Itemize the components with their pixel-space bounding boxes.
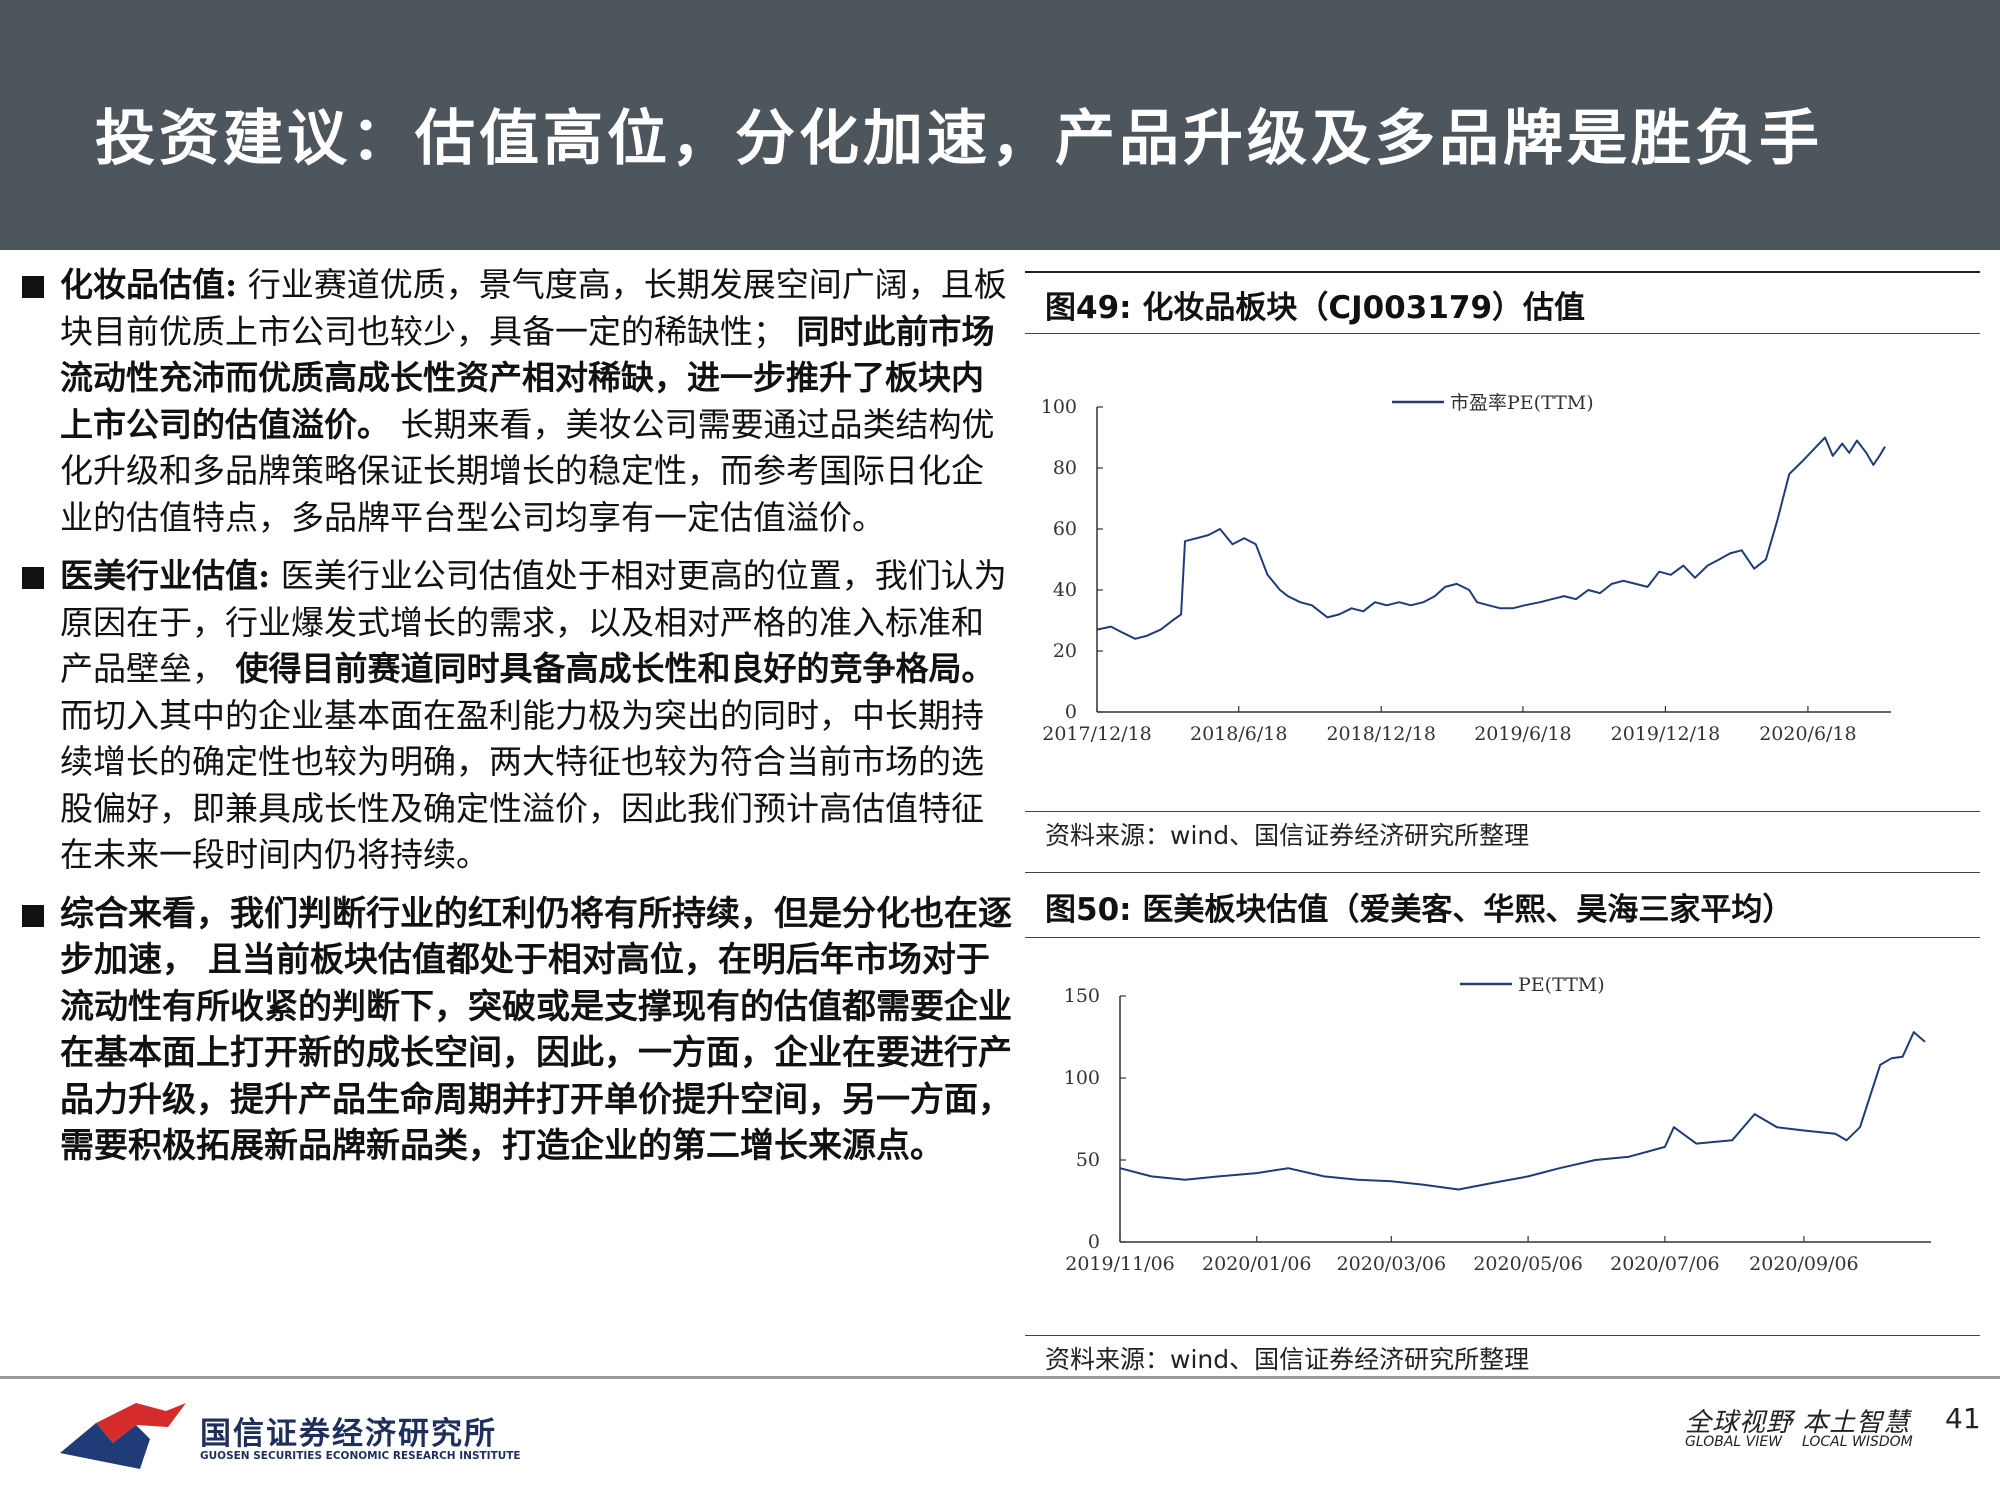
y-tick-label: 0 [1065, 701, 1077, 723]
y-tick-label: 80 [1053, 457, 1077, 479]
divider [1025, 937, 1980, 938]
x-tick-label: 2020/05/06 [1473, 1253, 1583, 1275]
x-tick-label: 2020/07/06 [1610, 1253, 1720, 1275]
bullet-square [22, 567, 44, 589]
legend-label: 市盈率PE(TTM) [1450, 392, 1594, 414]
logo-name-cn: 国信证券经济研究所 [200, 1416, 497, 1452]
footer-divider [0, 1376, 2000, 1379]
text-column: 化妆品估值: 行业赛道优质，景气度高，长期发展空间广阔，且板块目前优质上市公司也… [22, 262, 1012, 1182]
para-text: 长期来看，美妆公司需要通过品类结构优化升级和多品牌策略保证长期增长的稳定性，而参… [60, 404, 995, 537]
paragraph-medical-aesthetics: 医美行业估值: 医美行业公司估值处于相对更高的位置，我们认为原因在于，行业爆发式… [22, 553, 1012, 879]
x-tick-label: 2020/6/18 [1759, 723, 1856, 745]
y-tick-label: 60 [1053, 518, 1077, 540]
logo-name-en: GUOSEN SECURITIES ECONOMIC RESEARCH INST… [200, 1450, 521, 1462]
x-tick-label: 2020/03/06 [1337, 1253, 1447, 1275]
legend-label: PE(TTM) [1518, 974, 1605, 996]
x-tick-label: 2020/01/06 [1202, 1253, 1312, 1275]
x-tick-label: 2018/6/18 [1190, 723, 1287, 745]
divider [1025, 1335, 1980, 1336]
x-tick-label: 2019/11/06 [1065, 1253, 1175, 1275]
header-bar: 投资建议：估值高位，分化加速，产品升级及多品牌是胜负手 [0, 0, 2000, 250]
page-number: 41 [1945, 1402, 1981, 1435]
page-title: 投资建议：估值高位，分化加速，产品升级及多品牌是胜负手 [95, 104, 1823, 174]
divider [1025, 811, 1980, 812]
y-tick-label: 40 [1053, 579, 1077, 601]
guosen-logo-icon [60, 1403, 186, 1469]
paragraph-summary: 综合来看，我们判断行业的红利仍将有所持续，但是分化也在逐步加速， 且当前板块估值… [22, 891, 1012, 1170]
slogan-cn: 全球视野 本土智慧 [1685, 1408, 1911, 1438]
slogan-en-local: LOCAL WISDOM [1802, 1434, 1913, 1450]
chart-medical-aesthetics-pe: 0 50 100 150 2019/11/06 2020/01/06 2020/03/06 2… [1064, 974, 1931, 1275]
divider [1025, 333, 1980, 334]
x-tick-label: 2019/12/18 [1611, 723, 1721, 745]
y-tick-label: 100 [1064, 1067, 1100, 1089]
y-tick-label: 50 [1076, 1149, 1100, 1171]
series-line [1119, 1031, 1926, 1191]
x-tick-label: 2019/6/18 [1474, 723, 1571, 745]
para-text: 行业赛道优质，景气度高，长期发展空间广阔，且板块目前优质上市公司也较少，具备一定… [60, 265, 1007, 351]
figure-50-title: 图50: 医美板块估值（爱美客、华熙、昊海三家平均） [1045, 892, 1794, 928]
y-tick-label: 0 [1088, 1231, 1100, 1253]
x-tick-label: 2020/09/06 [1749, 1253, 1859, 1275]
divider [1025, 271, 1980, 273]
chart-cosmetics-pe: 0 20 40 60 80 100 2017/12/18 2018/6/18 2018/12/1… [1041, 392, 1891, 745]
divider [1025, 872, 1980, 873]
slogan-en-global: GLOBAL VIEW [1685, 1434, 1783, 1450]
para-text: 综合来看，我们判断行业的红利仍将有所持续，但是分化也在逐步加速， 且当前板块估值… [60, 893, 1012, 1167]
paragraph-cosmetics: 化妆品估值: 行业赛道优质，景气度高，长期发展空间广阔，且板块目前优质上市公司也… [22, 262, 1012, 541]
para-bold-text: 使得目前赛道同时具备高成长性和良好的竞争格局。 [235, 649, 995, 688]
para-heading: 医美行业估值: [60, 556, 271, 595]
figure-49-source: 资料来源：wind、国信证券经济研究所整理 [1045, 821, 1530, 850]
para-text: 医美行业公司估值处于相对更高的位置，我们认为原因在于，行业爆发式增长的需求，以及… [60, 556, 1007, 688]
para-heading: 化妆品估值: [60, 265, 238, 304]
y-tick-label: 100 [1041, 396, 1077, 418]
figure-50-source: 资料来源：wind、国信证券经济研究所整理 [1045, 1345, 1530, 1374]
para-text: 而切入其中的企业基本面在盈利能力极为突出的同时，中长期持续增长的确定性也较为明确… [60, 695, 984, 875]
bullet-square [22, 904, 44, 927]
para-bold-text: 同时此前市场流动性充沛而优质高成长性资产相对稀缺，进一步推升了板块内上市公司的估… [60, 311, 995, 444]
bullet-square [22, 276, 44, 298]
figure-49-title: 图49: 化妆品板块（CJ003179）估值 [1045, 290, 1586, 326]
y-tick-label: 150 [1064, 985, 1100, 1007]
y-tick-label: 20 [1053, 640, 1077, 662]
x-tick-label: 2017/12/18 [1042, 723, 1152, 745]
x-tick-label: 2018/12/18 [1326, 723, 1436, 745]
series-line [1096, 436, 1886, 640]
